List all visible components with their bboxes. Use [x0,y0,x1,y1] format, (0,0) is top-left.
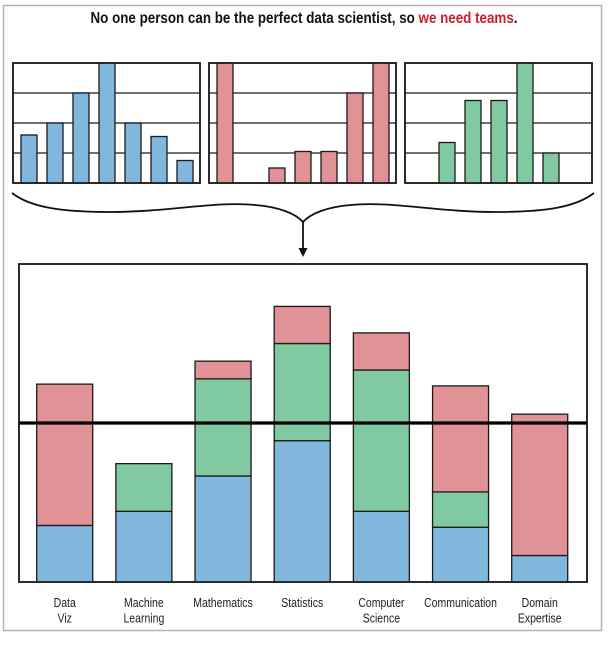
stack-segment-green [194,378,252,477]
category-label-line: Viz [58,613,73,626]
category-label-line: Data [54,597,77,610]
category-label-line: Machine [124,597,164,610]
category-label-line: Mathematics [193,597,253,610]
stack-segment-blue [36,524,94,583]
stack-segment-blue [194,475,252,583]
panel-bar [98,62,116,184]
panel-bar [542,152,560,184]
category-label-line: Computer [358,597,404,610]
category-label: Statistics [281,597,323,610]
stack-segment-blue [352,510,411,583]
figure-title: No one person can be the perfect data sc… [91,10,518,27]
panel-bar [20,134,38,184]
individual-profile-panels [12,62,593,184]
stacked-bar [431,385,490,583]
curly-brace [11,192,595,224]
stack-segment-blue [273,440,331,583]
stack-segment-blue [511,554,569,583]
title-suffix: . [514,10,518,27]
category-label-line: Communication [424,597,497,610]
panel-outline [12,62,201,184]
panel-bar [124,122,142,184]
stack-segment-red [352,332,411,371]
stack-segment-green [273,342,331,442]
category-label: Data Viz [54,597,77,625]
category-label: Communication [424,597,497,610]
stack-segment-blue [431,526,490,583]
category-label-line: Statistics [281,597,323,610]
panel-bar [176,159,194,184]
title-prefix: No one person can be the perfect data sc… [91,10,419,27]
category-label: Computer Science [358,597,404,625]
arrow-down-icon [298,248,308,257]
panel-bar [46,122,64,184]
stack-segment-blue [115,510,173,583]
category-label: Domain Expertise [518,597,562,625]
category-label-line: Expertise [518,613,562,626]
stack-segment-red [36,383,94,527]
panel-bar [150,135,168,184]
panel-bar [464,99,482,184]
panel-red [208,62,397,184]
figure-border [2,4,603,632]
stack-segment-green [431,491,490,528]
stacked-bar [36,383,94,583]
panel-bar [216,62,234,184]
category-label-line: Domain [522,597,558,610]
stacked-bar [115,462,173,583]
stacked-bar [511,413,569,583]
title-highlight: we need teams [418,10,514,27]
panel-bar [268,167,286,184]
panel-bar [346,92,364,184]
category-label-line: Science [363,613,400,626]
stack-segment-red [273,305,331,345]
category-label: Mathematics [193,597,253,610]
panel-bar [372,62,390,184]
stacked-bar [194,360,252,583]
stack-segment-red [431,385,490,493]
chart-outline [18,263,588,583]
panel-blue [12,62,201,184]
panel-bar [72,92,90,184]
panel-outline [208,62,397,184]
panel-bar [294,150,312,184]
category-label-line: Learning [123,613,164,626]
stacked-bar [273,305,331,583]
panel-bar [320,150,338,184]
stack-segment-red [511,413,569,557]
category-label: Machine Learning [123,597,164,625]
stack-segment-green [115,462,173,512]
panel-bar [438,141,456,184]
stack-segment-red [194,360,252,380]
panel-outline [404,62,593,184]
panel-bar [516,62,534,184]
team-combined-chart: Data Viz Machine Learning Mathematics Statist… [18,263,588,626]
panel-bar [490,99,508,184]
stack-segment-green [352,369,411,512]
stacked-bar [352,332,411,583]
panel-green [404,62,593,184]
